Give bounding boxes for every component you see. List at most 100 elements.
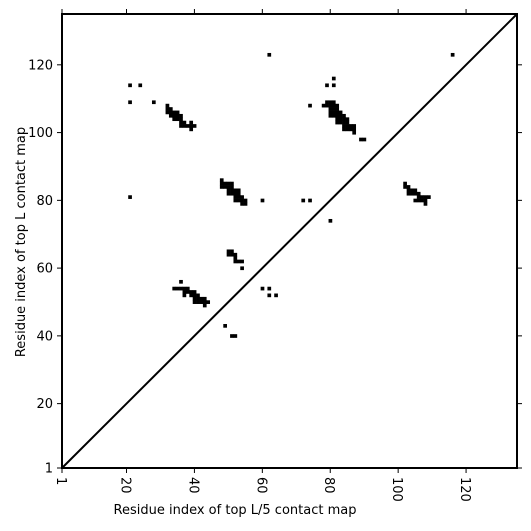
contact-cell bbox=[403, 181, 407, 186]
y-tick-label: 120 bbox=[28, 58, 53, 73]
contact-cell bbox=[423, 195, 428, 199]
contact-cell bbox=[233, 198, 238, 203]
contact-cell bbox=[406, 191, 411, 196]
contact-cell bbox=[182, 286, 187, 291]
contact-cell bbox=[450, 52, 455, 57]
contact-cell bbox=[406, 185, 411, 189]
contact-cell bbox=[338, 117, 343, 122]
x-tick-label: 60 bbox=[253, 477, 268, 494]
contact-cell bbox=[331, 110, 336, 115]
y-tick-label: 40 bbox=[36, 329, 53, 344]
contact-cell bbox=[202, 303, 207, 308]
contact-cell bbox=[219, 185, 224, 189]
contact-cell bbox=[192, 290, 197, 294]
contact-cell bbox=[236, 188, 241, 193]
contact-cell bbox=[267, 52, 272, 57]
contact-cell bbox=[331, 83, 336, 88]
contact-cell bbox=[179, 124, 183, 128]
contact-cell bbox=[413, 188, 418, 193]
y-tick-label: 100 bbox=[28, 126, 53, 141]
contact-cell bbox=[331, 113, 336, 118]
contact-cell bbox=[172, 110, 177, 115]
contact-cell bbox=[416, 198, 421, 203]
contact-cell bbox=[192, 293, 197, 298]
contact-cell bbox=[406, 188, 411, 193]
contact-cell bbox=[240, 202, 244, 206]
contact-cell bbox=[175, 110, 180, 115]
contact-cell bbox=[423, 198, 428, 203]
contact-cell bbox=[352, 127, 357, 132]
contact-cell bbox=[185, 290, 190, 294]
contact-cell bbox=[175, 117, 180, 122]
contact-cell bbox=[165, 107, 170, 111]
contact-cell bbox=[202, 300, 207, 304]
contact-cell bbox=[233, 195, 238, 199]
contact-cell bbox=[308, 198, 312, 203]
contact-cell bbox=[138, 83, 143, 88]
contact-cell bbox=[230, 185, 234, 189]
contact-cell bbox=[172, 113, 177, 118]
contact-cell bbox=[328, 107, 333, 111]
contact-cell bbox=[274, 293, 278, 298]
contact-cell bbox=[345, 120, 350, 125]
y-axis-label: Residue index of top L contact map bbox=[14, 127, 29, 357]
contact-cell bbox=[267, 286, 272, 291]
contact-cell bbox=[236, 259, 241, 264]
contact-cell bbox=[331, 76, 336, 81]
x-tick-label: 80 bbox=[321, 477, 336, 494]
contact-cell bbox=[240, 198, 244, 203]
contact-cell bbox=[189, 290, 194, 294]
contact-cell bbox=[236, 198, 241, 203]
y-tick-label: 60 bbox=[36, 262, 53, 277]
contact-cell bbox=[423, 202, 428, 206]
y-tick-label: 80 bbox=[36, 194, 53, 209]
contact-cell bbox=[427, 195, 431, 199]
contact-cell bbox=[226, 191, 231, 196]
contact-cell bbox=[416, 191, 421, 196]
contact-cell bbox=[331, 107, 336, 111]
contact-cell bbox=[233, 256, 238, 260]
contact-cell bbox=[179, 117, 183, 122]
contact-cell bbox=[413, 198, 418, 203]
contact-cell bbox=[345, 127, 350, 132]
contact-cell bbox=[420, 198, 424, 203]
y-tick-label: 1 bbox=[45, 462, 53, 477]
contact-cell bbox=[403, 185, 407, 189]
contact-cell bbox=[226, 252, 231, 257]
contact-cell bbox=[325, 103, 329, 108]
contact-cell bbox=[182, 290, 187, 294]
plot-frame bbox=[61, 13, 518, 469]
contact-cell bbox=[342, 120, 346, 125]
contact-cell bbox=[128, 195, 132, 199]
contact-cell bbox=[192, 296, 197, 301]
contact-cell bbox=[328, 218, 333, 223]
contact-cell bbox=[328, 103, 333, 108]
contact-cell bbox=[182, 124, 187, 128]
contact-cell bbox=[328, 113, 333, 118]
contact-cell bbox=[236, 191, 241, 196]
contact-cell bbox=[335, 113, 340, 118]
contact-cell bbox=[182, 293, 187, 298]
contact-cell bbox=[260, 198, 265, 203]
contact-cell bbox=[335, 117, 340, 122]
contact-cell bbox=[342, 124, 346, 128]
contact-cell bbox=[175, 286, 180, 291]
contact-cell bbox=[240, 195, 244, 199]
contact-cell bbox=[328, 110, 333, 115]
contact-cell bbox=[233, 259, 238, 264]
contact-cell bbox=[335, 110, 340, 115]
contact-cell bbox=[196, 293, 200, 298]
contact-cell bbox=[240, 259, 244, 264]
contact-cell bbox=[230, 188, 234, 193]
contact-cell bbox=[416, 195, 421, 199]
contact-cell bbox=[226, 181, 231, 186]
contact-cell bbox=[243, 202, 248, 206]
contact-cell bbox=[179, 279, 183, 284]
contact-cell bbox=[230, 252, 234, 257]
contact-cell bbox=[179, 120, 183, 125]
contact-cell bbox=[359, 137, 363, 142]
contact-cell bbox=[345, 124, 350, 128]
contact-cell bbox=[226, 185, 231, 189]
contact-cell bbox=[331, 100, 336, 105]
